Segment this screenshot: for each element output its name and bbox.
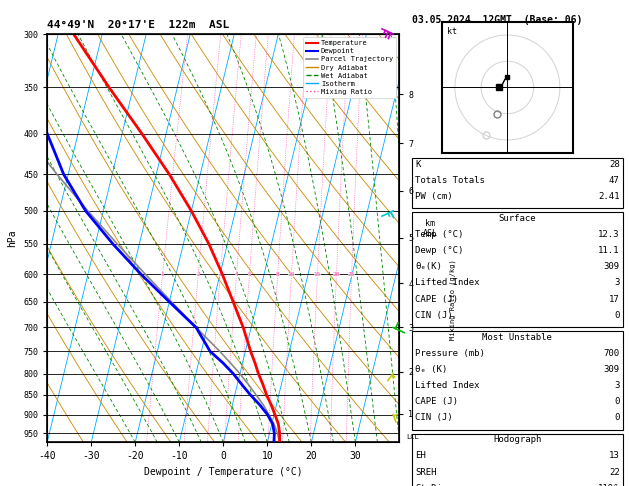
Text: 17: 17 — [609, 295, 620, 304]
Text: 5: 5 — [248, 272, 252, 277]
Text: Pressure (mb): Pressure (mb) — [415, 349, 485, 358]
Text: CIN (J): CIN (J) — [415, 413, 453, 422]
Text: 20: 20 — [333, 272, 340, 277]
Text: Temp (°C): Temp (°C) — [415, 230, 464, 240]
Text: 22: 22 — [609, 468, 620, 477]
Text: 03.05.2024  12GMT  (Base: 06): 03.05.2024 12GMT (Base: 06) — [412, 15, 582, 25]
Text: 44°49'N  20°17'E  122m  ASL: 44°49'N 20°17'E 122m ASL — [47, 20, 230, 31]
Text: Most Unstable: Most Unstable — [482, 333, 552, 342]
Text: 700: 700 — [603, 349, 620, 358]
Text: 13: 13 — [609, 451, 620, 461]
Text: 47: 47 — [609, 176, 620, 185]
Text: 3: 3 — [218, 272, 222, 277]
Text: 0: 0 — [614, 413, 620, 422]
Text: 10: 10 — [287, 272, 295, 277]
Text: kt: kt — [447, 27, 457, 36]
Y-axis label: hPa: hPa — [8, 229, 18, 247]
Legend: Temperature, Dewpoint, Parcel Trajectory, Dry Adiabat, Wet Adiabat, Isotherm, Mi: Temperature, Dewpoint, Parcel Trajectory… — [303, 37, 396, 98]
Text: CAPE (J): CAPE (J) — [415, 295, 458, 304]
Text: CAPE (J): CAPE (J) — [415, 397, 458, 406]
Text: StmDir: StmDir — [415, 484, 447, 486]
Text: 25: 25 — [348, 272, 355, 277]
Text: SREH: SREH — [415, 468, 437, 477]
Text: EH: EH — [415, 451, 426, 461]
Text: θₑ(K): θₑ(K) — [415, 262, 442, 272]
Text: Surface: Surface — [499, 214, 536, 224]
Text: 119°: 119° — [598, 484, 620, 486]
Text: 3: 3 — [614, 381, 620, 390]
Y-axis label: km
ASL: km ASL — [423, 219, 438, 238]
Text: 3: 3 — [614, 278, 620, 288]
X-axis label: Dewpoint / Temperature (°C): Dewpoint / Temperature (°C) — [144, 467, 303, 477]
Text: θₑ (K): θₑ (K) — [415, 365, 447, 374]
Text: Lifted Index: Lifted Index — [415, 278, 480, 288]
Text: 309: 309 — [603, 365, 620, 374]
Text: Totals Totals: Totals Totals — [415, 176, 485, 185]
Text: LCL: LCL — [406, 434, 419, 440]
Text: 12.3: 12.3 — [598, 230, 620, 240]
Text: Mixing Ratio (g/kg): Mixing Ratio (g/kg) — [449, 259, 455, 340]
Text: Hodograph: Hodograph — [493, 435, 542, 445]
Text: 2.41: 2.41 — [598, 192, 620, 201]
Text: Lifted Index: Lifted Index — [415, 381, 480, 390]
Text: PW (cm): PW (cm) — [415, 192, 453, 201]
Text: 15: 15 — [314, 272, 321, 277]
Text: 309: 309 — [603, 262, 620, 272]
Text: 1: 1 — [161, 272, 164, 277]
Text: K: K — [415, 160, 421, 169]
Text: 0: 0 — [614, 397, 620, 406]
Text: 11.1: 11.1 — [598, 246, 620, 256]
Text: 2: 2 — [196, 272, 200, 277]
Text: 28: 28 — [609, 160, 620, 169]
Text: Dewp (°C): Dewp (°C) — [415, 246, 464, 256]
Text: CIN (J): CIN (J) — [415, 311, 453, 320]
Text: 4: 4 — [235, 272, 238, 277]
Text: 8: 8 — [276, 272, 279, 277]
Text: 0: 0 — [614, 311, 620, 320]
